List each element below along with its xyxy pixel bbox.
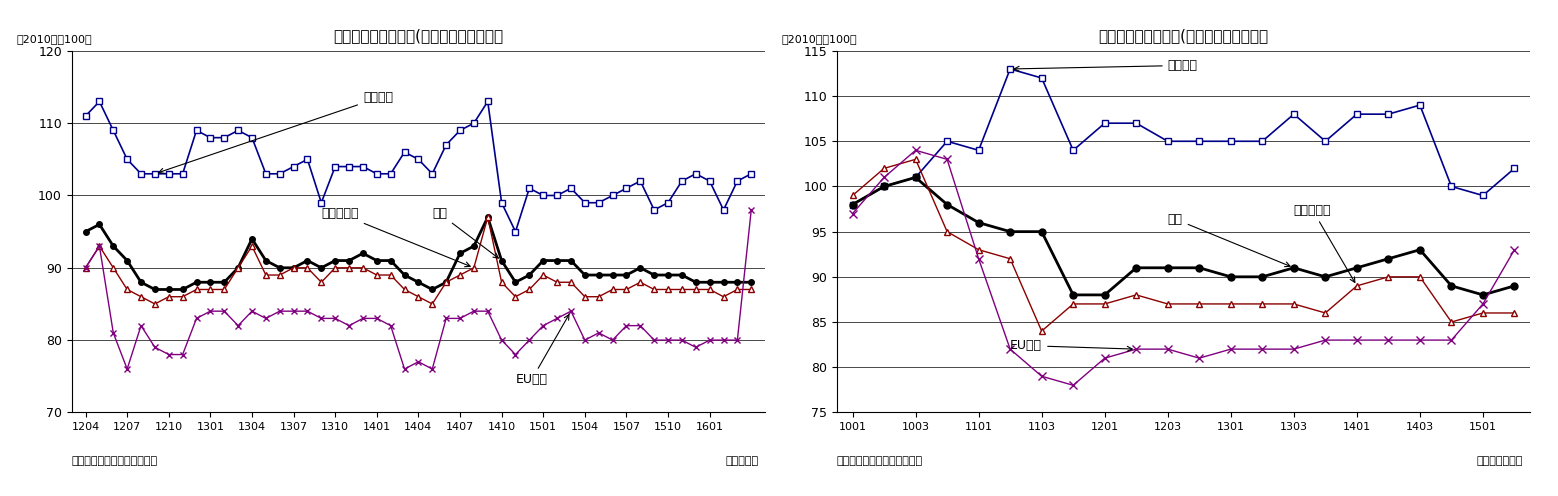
Text: EU向け: EU向け	[516, 314, 569, 386]
Text: 全体: 全体	[432, 207, 499, 258]
Text: （資料）財務省「貿易統計」: （資料）財務省「貿易統計」	[72, 456, 157, 466]
Text: （2010年＝100）: （2010年＝100）	[16, 34, 92, 44]
Text: EU向け: EU向け	[1010, 339, 1133, 352]
Text: （2010年＝100）: （2010年＝100）	[781, 34, 857, 44]
Text: （年・四半期）: （年・四半期）	[1477, 456, 1524, 466]
Title: 地域別輸出数量指数(季節調整値）の推移: 地域別輸出数量指数(季節調整値）の推移	[333, 28, 503, 43]
Text: 米国向け: 米国向け	[159, 91, 393, 173]
Text: アジア向け: アジア向け	[321, 207, 471, 267]
Text: 米国向け: 米国向け	[1014, 59, 1198, 72]
Title: 地域別輸出数量指数(季節調整値）の推移: 地域別輸出数量指数(季節調整値）の推移	[1098, 28, 1268, 43]
Text: （資料）財務省「貿易統計」: （資料）財務省「貿易統計」	[837, 456, 922, 466]
Text: 全体: 全体	[1168, 213, 1290, 267]
Text: （年・月）: （年・月）	[724, 456, 759, 466]
Text: アジア向け: アジア向け	[1293, 203, 1355, 282]
